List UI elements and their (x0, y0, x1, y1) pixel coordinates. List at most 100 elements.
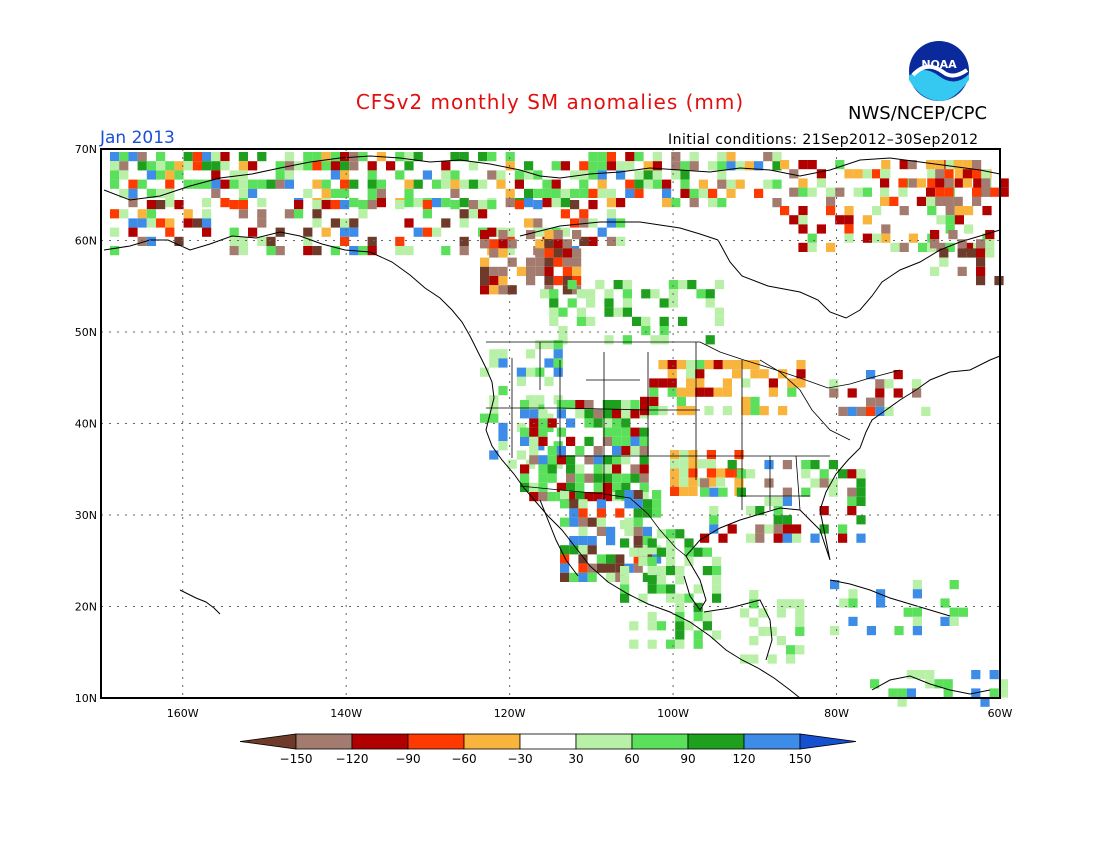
anomaly-cell (662, 198, 672, 208)
anomaly-cell (312, 209, 322, 219)
anomaly-cell (558, 326, 568, 336)
anomaly-cell (480, 367, 490, 377)
legend-tick-label: −90 (395, 752, 420, 766)
anomaly-cell (954, 206, 964, 216)
anomaly-cell (758, 608, 768, 618)
anomaly-cell (755, 524, 765, 534)
anomaly-cell (780, 206, 790, 216)
anomaly-cell (584, 436, 594, 446)
anomaly-cell (656, 566, 666, 576)
anomaly-cell (684, 593, 694, 603)
anomaly-cell (759, 369, 769, 379)
anomaly-cell (597, 170, 607, 180)
anomaly-cell (128, 227, 138, 237)
anomaly-cell (630, 464, 640, 474)
anomaly-cell (579, 218, 589, 228)
anomaly-cell (575, 446, 585, 456)
anomaly-cell (621, 446, 631, 456)
anomaly-cell (520, 482, 530, 492)
anomaly-cell (713, 387, 723, 397)
anomaly-cell (786, 654, 796, 664)
latitude-labels: 70N 60N 50N 40N 30N 20N 10N (75, 143, 97, 705)
anomaly-cell (652, 508, 662, 518)
anomaly-cell (772, 161, 782, 171)
anomaly-cell (807, 160, 817, 170)
anomaly-cell (649, 378, 659, 388)
anomaly-cell (367, 188, 377, 198)
anomaly-cell (866, 370, 876, 380)
anomaly-cell (649, 387, 659, 397)
anomaly-cell (588, 200, 598, 210)
anomaly-cell (602, 464, 612, 474)
anomaly-cell (712, 593, 722, 603)
anomaly-cell (647, 556, 657, 566)
anomaly-cell (801, 460, 811, 470)
anomaly-cell (529, 446, 539, 456)
anomaly-cell (321, 227, 331, 237)
anomaly-cell (741, 378, 751, 388)
anomaly-cell (529, 455, 539, 465)
anomaly-cell (666, 584, 676, 594)
anomaly-cell (566, 455, 576, 465)
anomaly-cell (498, 422, 508, 432)
anomaly-cell (572, 230, 582, 240)
anomaly-cell (670, 477, 680, 487)
anomaly-cell (321, 152, 331, 162)
anomaly-cell (856, 515, 866, 525)
anomaly-cell (798, 242, 808, 252)
anomaly-cell (367, 246, 377, 256)
anomaly-cell (708, 188, 718, 198)
anomaly-cell (875, 397, 885, 407)
anomaly-cell (487, 227, 497, 237)
anomaly-cell (705, 298, 715, 308)
anomaly-cell (810, 533, 820, 543)
anomaly-cell (712, 566, 722, 576)
anomaly-cell (789, 169, 799, 179)
coastlines (103, 155, 1001, 699)
anomaly-cell (612, 455, 622, 465)
anomaly-cell (524, 218, 534, 228)
anomaly-cell (560, 161, 570, 171)
anomaly-cell (622, 298, 632, 308)
anomaly-cell (652, 179, 662, 189)
anomaly-cell (750, 406, 760, 416)
anomaly-cell (349, 198, 359, 208)
anomaly-cell (529, 427, 539, 437)
anomaly-cell (146, 236, 156, 246)
anomaly-cell (516, 450, 526, 460)
anomaly-cell (524, 170, 534, 180)
anomaly-cell (593, 455, 603, 465)
legend-tick-label: −60 (451, 752, 476, 766)
anomaly-cell (593, 473, 603, 483)
anomaly-cell (478, 200, 488, 210)
anomaly-cell (303, 152, 313, 162)
anomaly-cell (795, 599, 805, 609)
anomaly-cell (569, 545, 579, 555)
anomaly-cell (750, 396, 760, 406)
anomaly-cell (128, 188, 138, 198)
anomaly-cell (856, 469, 866, 479)
anomaly-cell (192, 161, 202, 171)
lon-tick-label: 60W (988, 707, 1013, 720)
anomaly-cell (544, 257, 554, 267)
anomaly-cell (679, 450, 689, 460)
anomaly-cell (146, 188, 156, 198)
anomaly-cell (754, 161, 764, 171)
anomaly-cell (367, 200, 377, 210)
anomaly-cell (498, 276, 508, 286)
anomaly-cell (597, 161, 607, 171)
anomaly-cell (579, 188, 589, 198)
anomaly-cell (675, 575, 685, 585)
anomaly-cell (930, 230, 940, 240)
anomaly-cell (749, 654, 759, 664)
anomaly-cell (615, 572, 625, 582)
anomaly-cell (732, 360, 742, 370)
anomaly-cell (930, 266, 940, 276)
anomaly-cell (726, 188, 736, 198)
anomaly-cell (413, 152, 423, 162)
anomaly-cell (404, 152, 414, 162)
legend-tick-label: −30 (507, 752, 532, 766)
anomaly-cell (544, 276, 554, 286)
anomaly-cell (165, 218, 175, 228)
anomaly-cell (829, 379, 839, 389)
